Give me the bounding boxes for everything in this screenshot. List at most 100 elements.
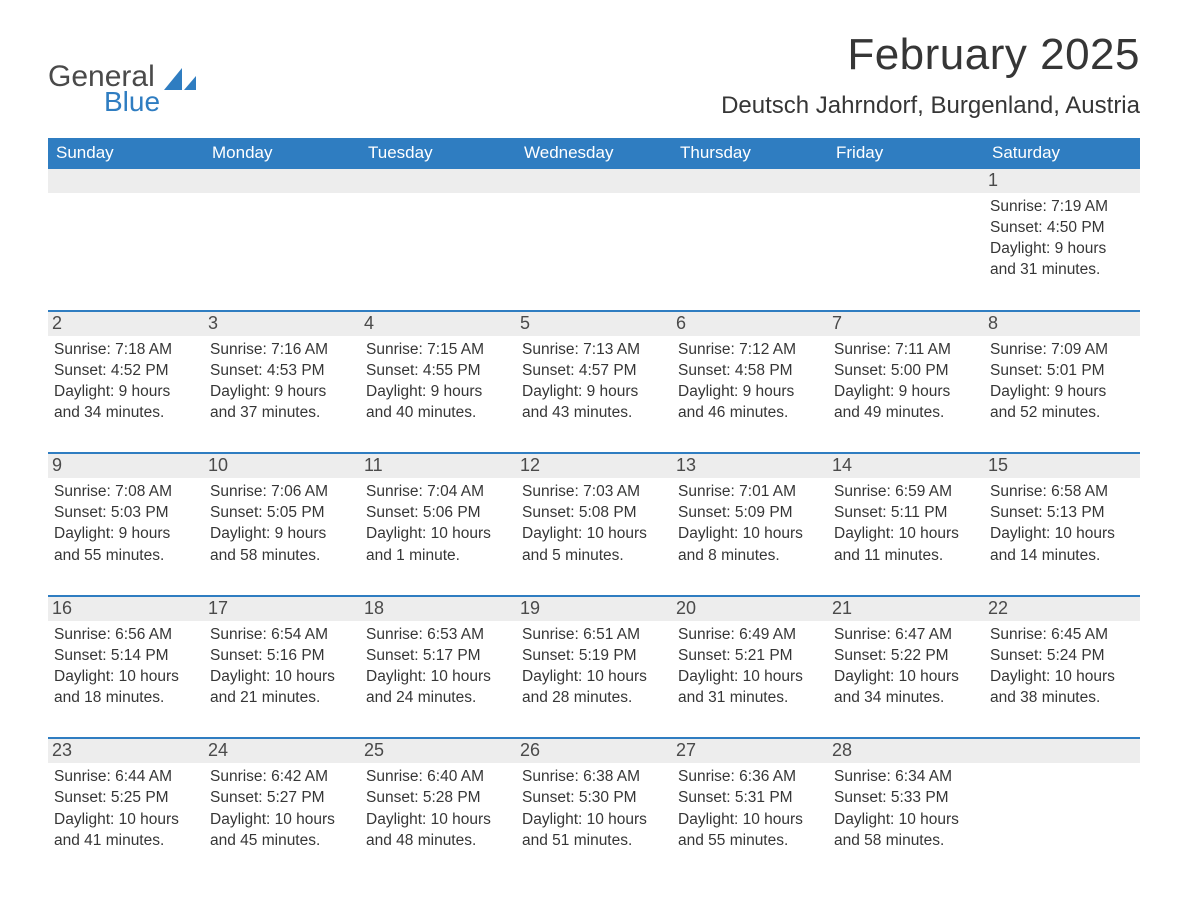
day-line: and 37 minutes.: [210, 403, 354, 423]
day-line: Sunrise: 6:45 AM: [990, 625, 1134, 645]
day-line: Sunrise: 6:44 AM: [54, 767, 198, 787]
day-details: Sunrise: 7:01 AMSunset: 5:09 PMDaylight:…: [678, 482, 822, 566]
day-number: 8: [984, 312, 1140, 336]
day-line: Daylight: 10 hours: [54, 667, 198, 687]
location: Deutsch Jahrndorf, Burgenland, Austria: [721, 92, 1140, 120]
day-number: 17: [204, 597, 360, 621]
day-line: Sunset: 5:14 PM: [54, 646, 198, 666]
day-cell: 23Sunrise: 6:44 AMSunset: 5:25 PMDayligh…: [48, 739, 204, 862]
day-line: and 45 minutes.: [210, 831, 354, 851]
day-number: 15: [984, 454, 1140, 478]
day-line: Daylight: 9 hours: [210, 382, 354, 402]
day-line: and 34 minutes.: [54, 403, 198, 423]
weekday-header: Monday: [204, 138, 360, 169]
logo-text: General Blue: [48, 62, 160, 116]
day-line: Sunrise: 6:38 AM: [522, 767, 666, 787]
weekday-header: Friday: [828, 138, 984, 169]
day-number: [516, 169, 672, 193]
day-cell: 1Sunrise: 7:19 AMSunset: 4:50 PMDaylight…: [984, 169, 1140, 292]
day-cell: 7Sunrise: 7:11 AMSunset: 5:00 PMDaylight…: [828, 312, 984, 435]
day-line: Sunset: 5:33 PM: [834, 788, 978, 808]
day-line: and 34 minutes.: [834, 688, 978, 708]
day-details: Sunrise: 7:09 AMSunset: 5:01 PMDaylight:…: [990, 340, 1134, 424]
day-line: Sunrise: 6:54 AM: [210, 625, 354, 645]
day-number: 28: [828, 739, 984, 763]
day-line: Sunset: 5:06 PM: [366, 503, 510, 523]
day-number: 10: [204, 454, 360, 478]
week-row: 9Sunrise: 7:08 AMSunset: 5:03 PMDaylight…: [48, 452, 1140, 577]
day-line: and 14 minutes.: [990, 546, 1134, 566]
day-number: 12: [516, 454, 672, 478]
calendar: SundayMondayTuesdayWednesdayThursdayFrid…: [48, 138, 1140, 862]
day-line: and 31 minutes.: [990, 260, 1134, 280]
day-cell: 24Sunrise: 6:42 AMSunset: 5:27 PMDayligh…: [204, 739, 360, 862]
day-line: Sunset: 4:55 PM: [366, 361, 510, 381]
day-line: Sunset: 5:25 PM: [54, 788, 198, 808]
day-details: Sunrise: 7:18 AMSunset: 4:52 PMDaylight:…: [54, 340, 198, 424]
day-cell: 4Sunrise: 7:15 AMSunset: 4:55 PMDaylight…: [360, 312, 516, 435]
day-number: [48, 169, 204, 193]
day-line: Daylight: 9 hours: [990, 382, 1134, 402]
day-line: and 49 minutes.: [834, 403, 978, 423]
day-number: [360, 169, 516, 193]
week-row: 1Sunrise: 7:19 AMSunset: 4:50 PMDaylight…: [48, 169, 1140, 292]
day-line: Sunrise: 7:19 AM: [990, 197, 1134, 217]
day-details: Sunrise: 6:34 AMSunset: 5:33 PMDaylight:…: [834, 767, 978, 851]
day-line: Daylight: 10 hours: [834, 810, 978, 830]
day-cell: 16Sunrise: 6:56 AMSunset: 5:14 PMDayligh…: [48, 597, 204, 720]
day-number: 16: [48, 597, 204, 621]
day-line: Daylight: 9 hours: [522, 382, 666, 402]
day-line: Sunrise: 6:40 AM: [366, 767, 510, 787]
day-details: Sunrise: 7:13 AMSunset: 4:57 PMDaylight:…: [522, 340, 666, 424]
day-cell: [828, 169, 984, 292]
day-cell: [672, 169, 828, 292]
day-line: Sunrise: 6:42 AM: [210, 767, 354, 787]
day-details: Sunrise: 7:12 AMSunset: 4:58 PMDaylight:…: [678, 340, 822, 424]
day-line: Sunrise: 7:13 AM: [522, 340, 666, 360]
day-cell: 19Sunrise: 6:51 AMSunset: 5:19 PMDayligh…: [516, 597, 672, 720]
day-cell: 17Sunrise: 6:54 AMSunset: 5:16 PMDayligh…: [204, 597, 360, 720]
day-details: Sunrise: 6:44 AMSunset: 5:25 PMDaylight:…: [54, 767, 198, 851]
day-number: 19: [516, 597, 672, 621]
day-line: Sunrise: 6:47 AM: [834, 625, 978, 645]
day-line: Sunrise: 7:01 AM: [678, 482, 822, 502]
day-line: Sunset: 5:21 PM: [678, 646, 822, 666]
day-number: 3: [204, 312, 360, 336]
day-line: and 51 minutes.: [522, 831, 666, 851]
day-details: Sunrise: 7:06 AMSunset: 5:05 PMDaylight:…: [210, 482, 354, 566]
day-line: Sunset: 5:17 PM: [366, 646, 510, 666]
day-cell: 18Sunrise: 6:53 AMSunset: 5:17 PMDayligh…: [360, 597, 516, 720]
day-number: 14: [828, 454, 984, 478]
day-line: Daylight: 9 hours: [366, 382, 510, 402]
day-line: Daylight: 9 hours: [990, 239, 1134, 259]
day-line: Daylight: 10 hours: [522, 810, 666, 830]
header: General Blue February 2025 Deutsch Jahrn…: [48, 30, 1140, 120]
day-number: 9: [48, 454, 204, 478]
day-line: and 8 minutes.: [678, 546, 822, 566]
day-cell: 28 Sunrise: 6:34 AMSunset: 5:33 PMDayligh…: [828, 739, 984, 862]
weekday-header-row: SundayMondayTuesdayWednesdayThursdayFrid…: [48, 138, 1140, 169]
day-details: Sunrise: 7:03 AMSunset: 5:08 PMDaylight:…: [522, 482, 666, 566]
day-line: Sunrise: 7:09 AM: [990, 340, 1134, 360]
day-number: 20: [672, 597, 828, 621]
day-line: Sunrise: 6:49 AM: [678, 625, 822, 645]
day-details: Sunrise: 6:58 AMSunset: 5:13 PMDaylight:…: [990, 482, 1134, 566]
day-cell: 2Sunrise: 7:18 AMSunset: 4:52 PMDaylight…: [48, 312, 204, 435]
day-line: Sunset: 5:01 PM: [990, 361, 1134, 381]
day-line: and 58 minutes.: [210, 546, 354, 566]
day-line: Sunset: 4:52 PM: [54, 361, 198, 381]
day-line: Sunrise: 7:11 AM: [834, 340, 978, 360]
day-number: 5: [516, 312, 672, 336]
day-line: Sunset: 5:19 PM: [522, 646, 666, 666]
day-details: Sunrise: 7:19 AMSunset: 4:50 PMDaylight:…: [990, 197, 1134, 281]
week-row: 16Sunrise: 6:56 AMSunset: 5:14 PMDayligh…: [48, 595, 1140, 720]
day-number: 11: [360, 454, 516, 478]
day-line: and 55 minutes.: [678, 831, 822, 851]
weekday-header: Wednesday: [516, 138, 672, 169]
day-line: Daylight: 9 hours: [54, 382, 198, 402]
day-line: Daylight: 10 hours: [522, 524, 666, 544]
day-line: Sunset: 5:13 PM: [990, 503, 1134, 523]
day-line: Daylight: 10 hours: [210, 667, 354, 687]
week-row: 2Sunrise: 7:18 AMSunset: 4:52 PMDaylight…: [48, 310, 1140, 435]
day-line: and 31 minutes.: [678, 688, 822, 708]
